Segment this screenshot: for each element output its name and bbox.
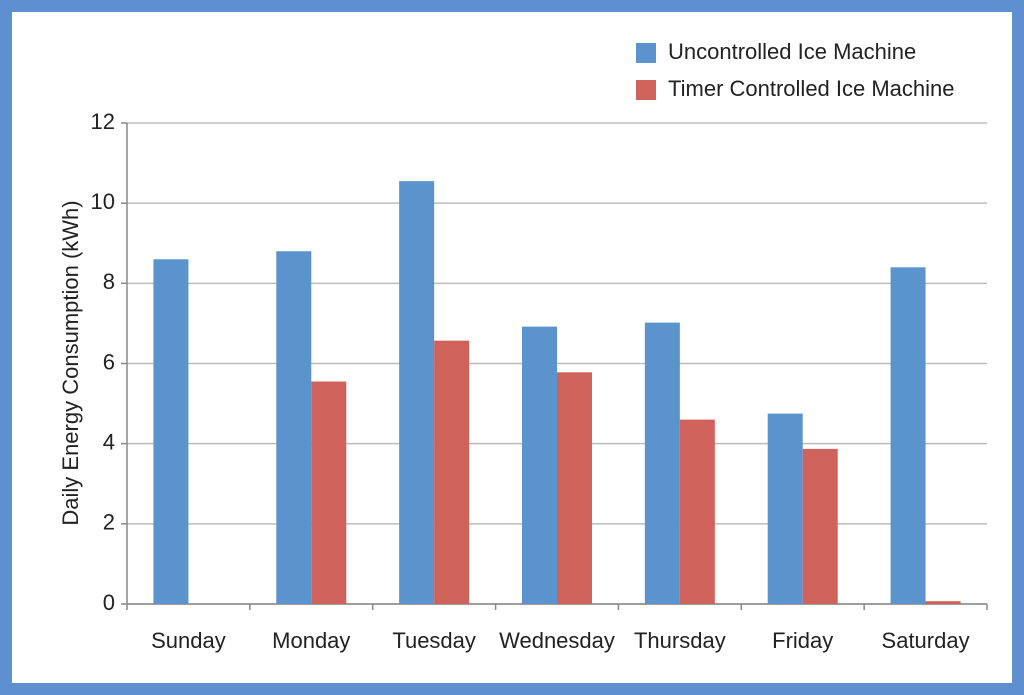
legend-label: Timer Controlled Ice Machine [668,76,955,101]
bar [802,448,838,604]
x-tick-label: Thursday [634,628,726,653]
y-tick-label: 8 [103,269,115,294]
y-tick-label: 4 [103,429,115,454]
x-tick-label: Sunday [151,628,226,653]
bar [522,326,557,604]
legend-label: Uncontrolled Ice Machine [668,39,916,64]
x-tick-label: Tuesday [392,628,476,653]
bar [557,372,592,604]
bar [311,381,347,604]
y-tick-label: 2 [103,510,115,535]
bar [276,251,312,604]
x-tick-label: Friday [772,628,833,653]
y-tick-label: 0 [103,590,115,615]
bar [679,419,715,604]
y-tick-label: 6 [103,349,115,374]
bar [644,322,680,604]
bar [767,413,803,604]
x-tick-label: Wednesday [499,628,615,653]
y-axis-label: Daily Energy Consumption (kWh) [58,200,83,525]
x-tick-label: Saturday [882,628,970,653]
y-tick-label: 10 [91,189,115,214]
bar [925,601,961,604]
legend-swatch [636,43,656,63]
y-tick-label: 12 [91,109,115,134]
bar [153,259,189,604]
x-tick-label: Monday [272,628,350,653]
legend-swatch [636,80,656,100]
bar [890,267,926,604]
bar [399,181,435,604]
bar [434,340,470,604]
